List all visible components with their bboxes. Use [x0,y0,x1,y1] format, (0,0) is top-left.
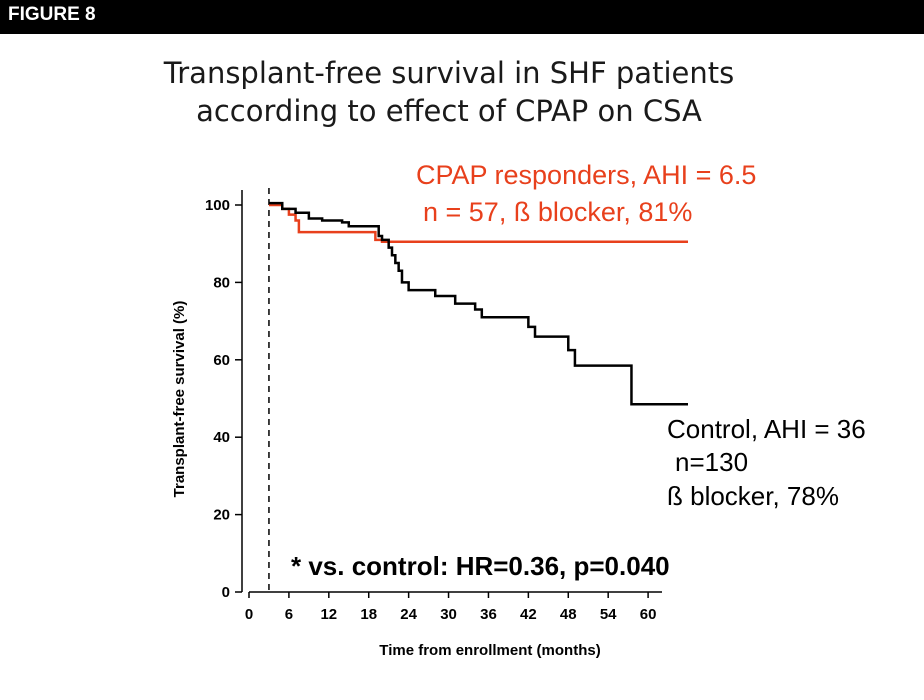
y-tick-label: 80 [213,274,230,291]
y-tick-label: 0 [222,584,230,601]
control-annotation-line-2: n=130 [675,447,748,477]
x-axis-label: Time from enrollment (months) [379,642,600,659]
x-tick-label: 12 [320,606,337,623]
x-tick-label: 42 [520,606,537,623]
cpap-annotation-line-2: n = 57, ß blocker, 81% [423,197,692,227]
chart-title-line-1: Transplant-free survival in SHF patients [163,56,735,90]
survival-curve-control [268,201,688,406]
x-tick-label: 24 [400,606,417,623]
control-annotation-line-1: Control, AHI = 36 [667,414,866,444]
stat-annotation: * vs. control: HR=0.36, p=0.040 [291,551,670,581]
chart-axes: 0 20 40 60 80 100 0 6 12 18 24 30 36 42 48 54 60 [205,188,662,623]
y-tick-label: 20 [213,507,230,524]
x-tick-label: 6 [285,606,293,623]
x-tick-label: 30 [440,606,457,623]
figure-banner: FIGURE 8 [0,0,924,34]
y-tick-label: 40 [213,429,230,446]
control-annotation-line-3: ß blocker, 78% [667,481,839,511]
cpap-annotation-line-1: CPAP responders, AHI = 6.5 [416,160,756,190]
chart-title: Transplant-free survival in SHF patients… [0,54,898,130]
x-tick-label: 18 [360,606,377,623]
chart-title-line-2: according to effect of CPAP on CSA [196,94,702,128]
x-tick-label: 0 [245,606,253,623]
chart-series [268,201,688,406]
x-tick-label: 48 [560,606,577,623]
y-tick-label: 100 [205,197,230,214]
figure-label: FIGURE 8 [8,4,96,25]
x-tick-label: 60 [640,606,657,623]
x-tick-label: 36 [480,606,497,623]
y-axis-label: Transplant-free survival (%) [171,301,188,498]
y-tick-label: 60 [213,352,230,369]
x-tick-label: 54 [600,606,617,623]
